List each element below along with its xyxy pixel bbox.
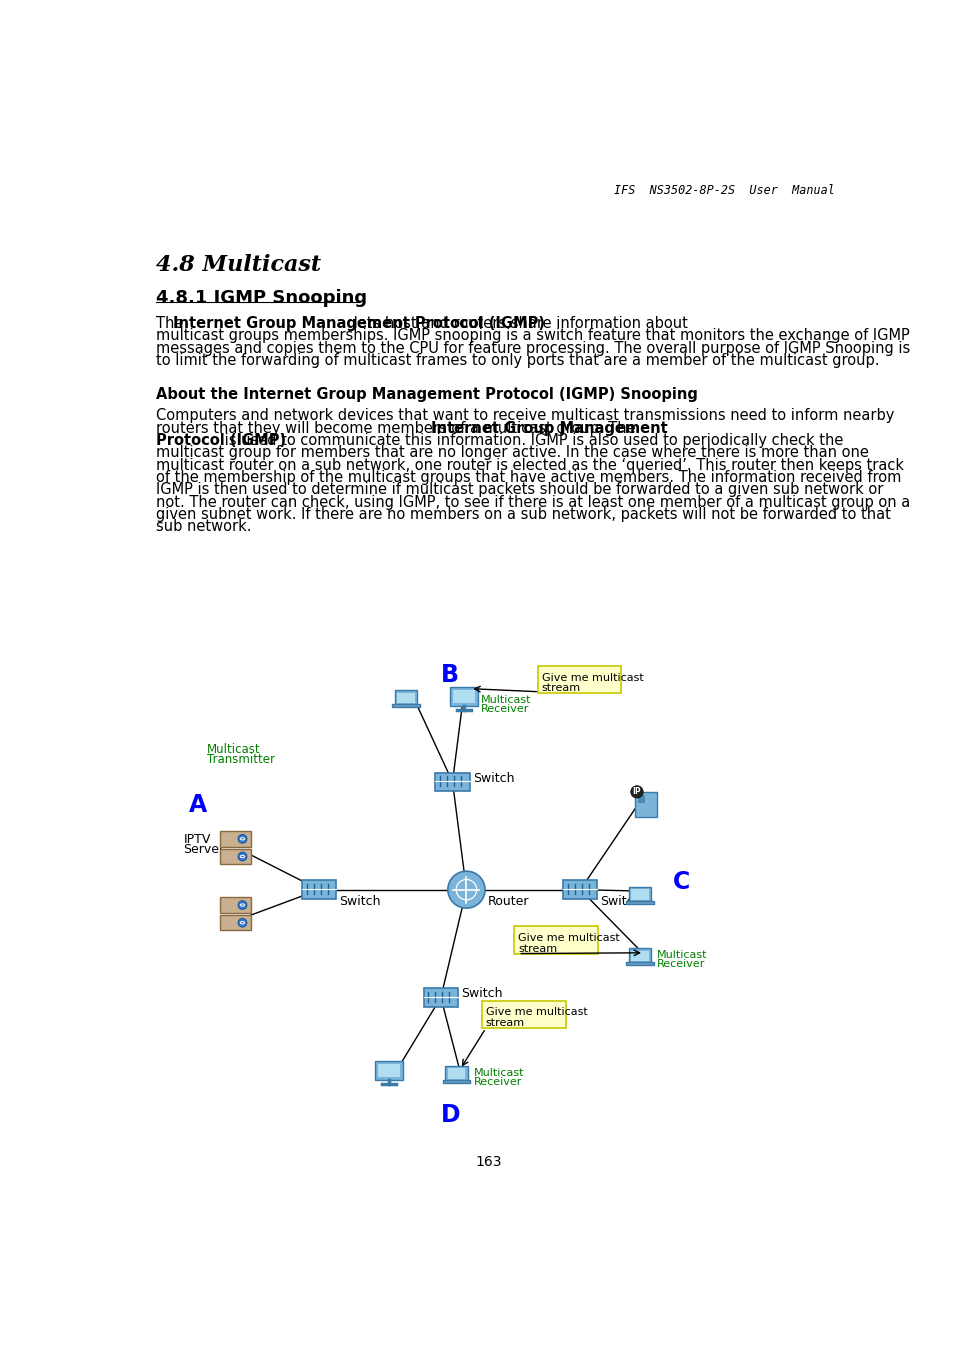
Text: 4.8.1 IGMP Snooping: 4.8.1 IGMP Snooping	[155, 289, 366, 306]
Text: of the membership of the multicast groups that have active members. The informat: of the membership of the multicast group…	[155, 470, 900, 485]
Bar	[631, 890, 648, 899]
Bar	[395, 690, 416, 705]
Text: stream: stream	[541, 683, 580, 694]
Circle shape	[238, 918, 247, 927]
Text: Transmitter: Transmitter	[207, 752, 274, 765]
Bar	[302, 880, 335, 899]
Bar	[375, 1061, 402, 1080]
Text: The: The	[155, 316, 188, 331]
Text: IGMP is then used to determine if multicast packets should be forwarded to a giv: IGMP is then used to determine if multic…	[155, 482, 882, 497]
FancyBboxPatch shape	[514, 926, 598, 953]
Bar	[638, 795, 644, 803]
Text: Computers and network devices that want to receive multicast transmissions need : Computers and network devices that want …	[155, 409, 893, 424]
Bar	[220, 898, 251, 913]
Text: Server: Server	[183, 844, 225, 856]
Text: B: B	[440, 663, 458, 687]
Bar	[628, 948, 651, 963]
Text: IP: IP	[632, 787, 640, 796]
Text: C: C	[673, 871, 690, 895]
Text: multicast groups memberships. IGMP snooping is a switch feature that monitors th: multicast groups memberships. IGMP snoop…	[155, 328, 908, 343]
Text: multicast group for members that are no longer active. In the case where there i: multicast group for members that are no …	[155, 446, 867, 460]
Bar	[442, 1080, 470, 1083]
Text: stream: stream	[517, 944, 557, 953]
Text: multicast router on a sub network, one router is elected as the ‘queried’. This : multicast router on a sub network, one r…	[155, 458, 902, 472]
Text: messages and copies them to the CPU for feature processing. The overall purpose : messages and copies them to the CPU for …	[155, 340, 909, 355]
Text: Protocol (IGMP): Protocol (IGMP)	[155, 433, 286, 448]
Circle shape	[238, 852, 247, 861]
Text: to limit the forwarding of multicast frames to only ports that are a member of t: to limit the forwarding of multicast fra…	[155, 352, 879, 369]
Text: Switch: Switch	[472, 771, 514, 784]
Bar	[220, 832, 251, 846]
Text: Multicast: Multicast	[657, 949, 707, 960]
Text: not. The router can check, using IGMP, to see if there is at least one member of: not. The router can check, using IGMP, t…	[155, 494, 909, 510]
FancyBboxPatch shape	[481, 1000, 565, 1029]
Text: D: D	[440, 1103, 460, 1127]
Text: About the Internet Group Management Protocol (IGMP) Snooping: About the Internet Group Management Prot…	[155, 387, 697, 402]
Bar	[435, 772, 469, 791]
Text: Multicast: Multicast	[473, 1068, 523, 1077]
Text: Receiver: Receiver	[657, 958, 704, 969]
Text: Internet Group Management: Internet Group Management	[430, 421, 667, 436]
Text: Router: Router	[488, 895, 529, 909]
Bar	[396, 693, 415, 703]
Circle shape	[238, 834, 247, 844]
Bar	[450, 687, 477, 706]
Text: IPTV: IPTV	[183, 833, 211, 846]
Text: Switch: Switch	[339, 895, 380, 909]
Bar	[453, 690, 475, 702]
Text: is used to communicate this information. IGMP is also used to periodically check: is used to communicate this information.…	[220, 433, 842, 448]
Circle shape	[447, 871, 484, 909]
Bar	[377, 1064, 399, 1077]
Bar	[562, 880, 597, 899]
Text: Switch: Switch	[460, 987, 502, 1000]
Bar	[392, 705, 419, 707]
Text: lets host and routers share information about: lets host and routers share information …	[349, 316, 687, 331]
Bar	[423, 988, 457, 1007]
Bar	[220, 849, 251, 864]
Text: given subnet work. If there are no members on a sub network, packets will not be: given subnet work. If there are no membe…	[155, 508, 889, 522]
Text: Receiver: Receiver	[480, 705, 529, 714]
Bar	[220, 915, 251, 930]
Text: Multicast: Multicast	[207, 744, 260, 756]
Text: Internet Group Management Protocol (IGMP): Internet Group Management Protocol (IGMP…	[172, 316, 544, 331]
Text: Multicast: Multicast	[480, 695, 531, 705]
Bar	[635, 792, 657, 817]
Text: Switch: Switch	[599, 895, 641, 909]
Bar	[447, 1068, 464, 1079]
Text: Give me multicast: Give me multicast	[485, 1007, 587, 1018]
Circle shape	[238, 900, 247, 910]
FancyBboxPatch shape	[537, 666, 620, 694]
Text: Give me multicast: Give me multicast	[541, 672, 642, 683]
Circle shape	[630, 786, 642, 798]
Text: Give me multicast: Give me multicast	[517, 933, 619, 942]
Bar	[631, 950, 648, 961]
Text: routers that they will become members of a multicast group. The: routers that they will become members of…	[155, 421, 639, 436]
Text: 163: 163	[476, 1156, 501, 1169]
Text: stream: stream	[485, 1018, 524, 1029]
Text: IFS  NS3502-8P-2S  User  Manual: IFS NS3502-8P-2S User Manual	[614, 184, 835, 197]
Bar	[626, 963, 653, 965]
Text: sub network.: sub network.	[155, 520, 251, 535]
Bar	[626, 900, 653, 903]
Bar	[628, 887, 651, 902]
Text: A: A	[189, 794, 207, 817]
Text: Receiver: Receiver	[473, 1077, 521, 1087]
Bar	[445, 1066, 467, 1081]
Text: 4.8 Multicast: 4.8 Multicast	[155, 254, 320, 277]
